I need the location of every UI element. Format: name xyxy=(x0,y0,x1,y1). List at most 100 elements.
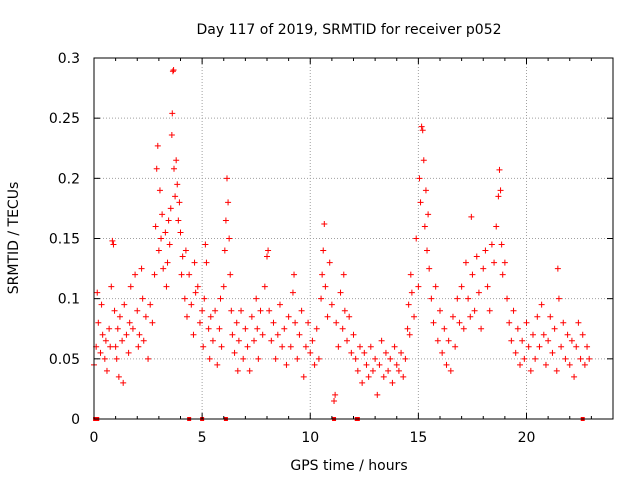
data-point xyxy=(519,337,526,344)
data-point xyxy=(406,331,413,338)
data-point xyxy=(547,313,554,320)
data-point xyxy=(296,331,303,338)
data-point xyxy=(101,355,108,362)
data-point xyxy=(495,193,502,200)
axis-ticks: 0 5 10 15 20 0 0.05 0.1 0.15 0.2 0.25 0.3 xyxy=(49,51,613,446)
data-point xyxy=(114,325,121,332)
data-point xyxy=(321,221,328,228)
data-point xyxy=(553,367,560,374)
data-point xyxy=(361,349,368,356)
data-point xyxy=(205,325,212,332)
y-tick-label: 0.2 xyxy=(58,171,80,187)
data-point xyxy=(378,337,385,344)
data-point xyxy=(238,307,245,314)
data-point xyxy=(159,211,166,218)
data-point xyxy=(454,295,461,302)
data-point xyxy=(359,379,366,386)
data-point xyxy=(305,319,312,326)
data-point xyxy=(508,337,515,344)
data-point xyxy=(212,307,219,314)
data-point xyxy=(416,175,423,182)
data-point xyxy=(443,361,450,368)
data-point xyxy=(348,349,355,356)
data-point xyxy=(167,205,174,212)
data-point xyxy=(156,187,163,194)
data-point xyxy=(289,289,296,296)
data-point xyxy=(473,253,480,260)
data-point xyxy=(165,217,172,224)
data-point xyxy=(116,313,123,320)
data-point xyxy=(331,397,338,404)
data-point xyxy=(95,319,102,326)
data-point xyxy=(584,343,591,350)
data-point xyxy=(404,325,411,332)
data-point xyxy=(525,343,532,350)
data-point xyxy=(441,325,448,332)
data-point xyxy=(328,301,335,308)
data-point xyxy=(462,259,469,266)
data-point xyxy=(177,229,184,236)
data-point xyxy=(449,313,456,320)
data-point xyxy=(432,283,439,290)
data-point xyxy=(542,361,549,368)
data-point xyxy=(517,361,524,368)
data-point xyxy=(172,193,179,200)
data-point xyxy=(339,325,346,332)
data-point xyxy=(532,355,539,362)
data-point xyxy=(242,325,249,332)
data-point xyxy=(171,165,178,172)
data-point xyxy=(514,325,521,332)
data-point xyxy=(302,343,309,350)
data-point xyxy=(560,319,567,326)
data-point xyxy=(529,331,536,338)
data-point xyxy=(319,271,326,278)
data-point xyxy=(506,319,513,326)
data-point xyxy=(136,331,143,338)
data-point xyxy=(126,319,133,326)
data-point xyxy=(445,337,452,344)
data-point xyxy=(222,217,229,224)
data-point xyxy=(226,235,233,242)
data-point xyxy=(261,283,268,290)
data-point xyxy=(577,355,584,362)
data-point xyxy=(107,343,114,350)
data-point xyxy=(439,349,446,356)
data-point xyxy=(573,343,580,350)
data-point xyxy=(268,337,275,344)
data-point xyxy=(254,325,261,332)
data-point xyxy=(218,343,225,350)
data-point xyxy=(192,289,199,296)
data-point xyxy=(497,187,504,194)
data-point xyxy=(352,355,359,362)
data-point xyxy=(387,355,394,362)
data-point xyxy=(421,223,428,230)
data-point xyxy=(346,313,353,320)
data-point xyxy=(110,241,117,248)
data-point xyxy=(415,283,422,290)
x-tick-label: 10 xyxy=(301,430,319,446)
data-point xyxy=(422,187,429,194)
data-point xyxy=(201,295,208,302)
data-point xyxy=(307,349,314,356)
data-point xyxy=(253,295,260,302)
data-point xyxy=(426,265,433,272)
data-point xyxy=(214,361,221,368)
data-point xyxy=(217,295,224,302)
data-point xyxy=(571,373,578,380)
data-point xyxy=(354,367,361,374)
data-point xyxy=(142,313,149,320)
data-point xyxy=(231,349,238,356)
data-point xyxy=(326,259,333,266)
data-point xyxy=(391,343,398,350)
data-point xyxy=(274,331,281,338)
data-point xyxy=(458,283,465,290)
data-point xyxy=(344,337,351,344)
data-point xyxy=(246,367,253,374)
data-point xyxy=(389,379,396,386)
data-point xyxy=(337,289,344,296)
data-point xyxy=(407,271,414,278)
data-point xyxy=(534,313,541,320)
data-point xyxy=(200,343,207,350)
